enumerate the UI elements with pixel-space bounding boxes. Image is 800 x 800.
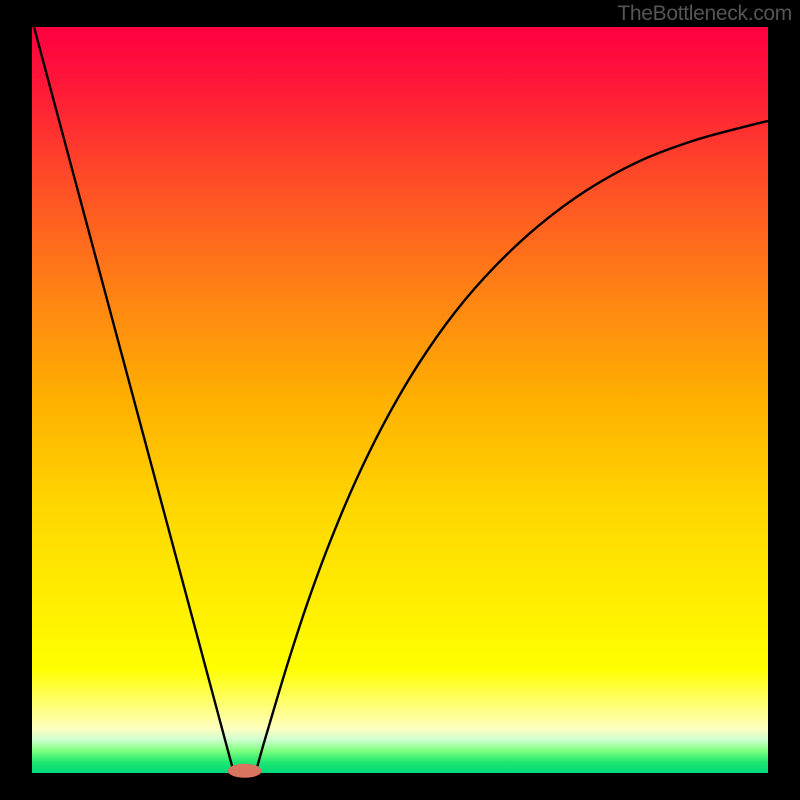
chart-gradient-bg: [32, 27, 768, 773]
optimal-marker: [228, 764, 262, 778]
attribution-text: TheBottleneck.com: [617, 2, 792, 26]
bottleneck-chart: [0, 0, 800, 800]
